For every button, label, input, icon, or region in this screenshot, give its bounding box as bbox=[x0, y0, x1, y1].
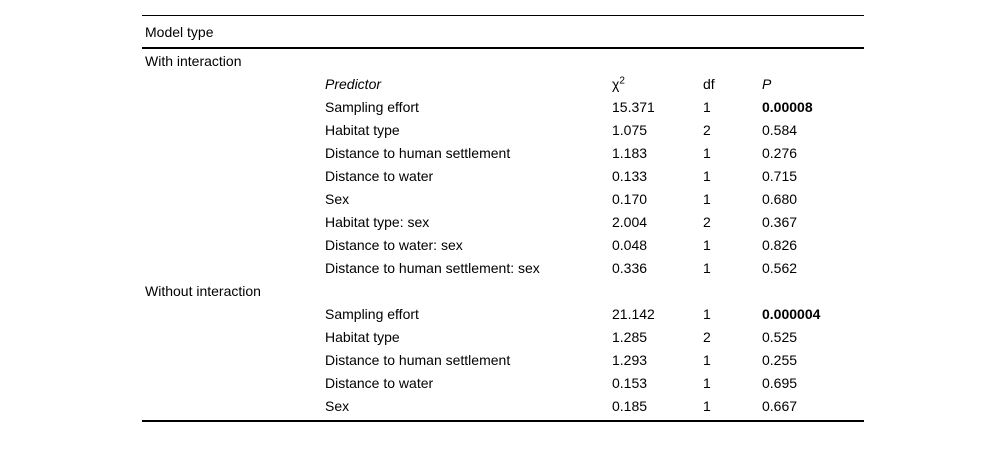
predictor-cell: Sex bbox=[325, 190, 350, 207]
df-cell: 2 bbox=[703, 213, 711, 230]
predictor-cell: Habitat type: sex bbox=[325, 213, 430, 230]
predictor-cell: Habitat type bbox=[325, 121, 400, 138]
table-row: Sampling effort 15.371 1 0.00008 bbox=[142, 95, 864, 118]
predictor-cell: Distance to water: sex bbox=[325, 236, 463, 253]
table-title: Model type bbox=[145, 23, 214, 40]
df-cell: 1 bbox=[703, 374, 711, 391]
table-row: Distance to water 0.153 1 0.695 bbox=[142, 371, 864, 394]
df-cell: 1 bbox=[703, 305, 711, 322]
section-label-row: Without interaction bbox=[142, 279, 864, 302]
df-cell: 1 bbox=[703, 190, 711, 207]
table-title-row: Model type bbox=[142, 16, 864, 49]
p-value-cell: 0.667 bbox=[762, 397, 798, 414]
predictor-cell: Sampling effort bbox=[325, 98, 419, 115]
table-row: Distance to water: sex 0.048 1 0.826 bbox=[142, 233, 864, 256]
predictor-cell: Distance to human settlement bbox=[325, 351, 511, 368]
section-label-without-interaction: Without interaction bbox=[145, 282, 261, 299]
table-row: Distance to human settlement 1.293 1 0.2… bbox=[142, 348, 864, 371]
p-value-cell: 0.00008 bbox=[762, 98, 813, 115]
p-value-cell: 0.255 bbox=[762, 351, 798, 368]
chi-squared-cell: 0.048 bbox=[612, 236, 648, 253]
table-row: Distance to human settlement 1.183 1 0.2… bbox=[142, 141, 864, 164]
table-row: Distance to human settlement: sex 0.336 … bbox=[142, 256, 864, 279]
chi-squared-cell: 1.075 bbox=[612, 121, 648, 138]
col-header-p: P bbox=[762, 75, 772, 92]
p-value-cell: 0.276 bbox=[762, 144, 798, 161]
col-header-df: df bbox=[703, 75, 715, 92]
p-value-cell: 0.562 bbox=[762, 259, 798, 276]
df-cell: 1 bbox=[703, 98, 711, 115]
col-header-chi-squared: χ2 bbox=[612, 74, 625, 92]
chi-squared-cell: 0.153 bbox=[612, 374, 648, 391]
col-header-predictor: Predictor bbox=[325, 75, 382, 92]
section-label-row: With interaction bbox=[142, 49, 864, 72]
p-value-cell: 0.826 bbox=[762, 236, 798, 253]
chi-squared-cell: 15.371 bbox=[612, 98, 655, 115]
predictor-cell: Sampling effort bbox=[325, 305, 419, 322]
column-header-row: Predictor χ2 df P bbox=[142, 72, 864, 95]
section-label-with-interaction: With interaction bbox=[145, 52, 242, 69]
chi-squared-cell: 2.004 bbox=[612, 213, 648, 230]
df-cell: 1 bbox=[703, 167, 711, 184]
df-cell: 1 bbox=[703, 259, 711, 276]
table-row: Habitat type 1.075 2 0.584 bbox=[142, 118, 864, 141]
table-row: Sex 0.185 1 0.667 bbox=[142, 394, 864, 417]
p-value-cell: 0.525 bbox=[762, 328, 798, 345]
predictor-cell: Distance to water bbox=[325, 167, 434, 184]
predictor-cell: Habitat type bbox=[325, 328, 400, 345]
table-row: Sampling effort 21.142 1 0.000004 bbox=[142, 302, 864, 325]
table-row: Distance to water 0.133 1 0.715 bbox=[142, 164, 864, 187]
chi-squared-cell: 0.185 bbox=[612, 397, 648, 414]
df-cell: 2 bbox=[703, 328, 711, 345]
chi-squared-cell: 0.133 bbox=[612, 167, 648, 184]
df-cell: 2 bbox=[703, 121, 711, 138]
chi-squared-cell: 1.285 bbox=[612, 328, 648, 345]
predictor-cell: Sex bbox=[325, 397, 350, 414]
table-row: Habitat type: sex 2.004 2 0.367 bbox=[142, 210, 864, 233]
chi-squared-cell: 21.142 bbox=[612, 305, 655, 322]
predictor-cell: Distance to water bbox=[325, 374, 434, 391]
chi-squared-cell: 0.170 bbox=[612, 190, 648, 207]
chi-squared-cell: 1.183 bbox=[612, 144, 648, 161]
df-cell: 1 bbox=[703, 351, 711, 368]
table-row: Habitat type 1.285 2 0.525 bbox=[142, 325, 864, 348]
p-value-cell: 0.367 bbox=[762, 213, 798, 230]
table-row: Sex 0.170 1 0.680 bbox=[142, 187, 864, 210]
df-cell: 1 bbox=[703, 236, 711, 253]
p-value-cell: 0.715 bbox=[762, 167, 798, 184]
p-value-cell: 0.680 bbox=[762, 190, 798, 207]
p-value-cell: 0.000004 bbox=[762, 305, 821, 322]
predictor-cell: Distance to human settlement: sex bbox=[325, 259, 540, 276]
chi-squared-cell: 0.336 bbox=[612, 259, 648, 276]
df-cell: 1 bbox=[703, 144, 711, 161]
statistics-table: Model type With interaction Predictor χ2… bbox=[142, 15, 864, 422]
p-value-cell: 0.695 bbox=[762, 374, 798, 391]
predictor-cell: Distance to human settlement bbox=[325, 144, 511, 161]
p-value-cell: 0.584 bbox=[762, 121, 798, 138]
df-cell: 1 bbox=[703, 397, 711, 414]
chi-squared-cell: 1.293 bbox=[612, 351, 648, 368]
